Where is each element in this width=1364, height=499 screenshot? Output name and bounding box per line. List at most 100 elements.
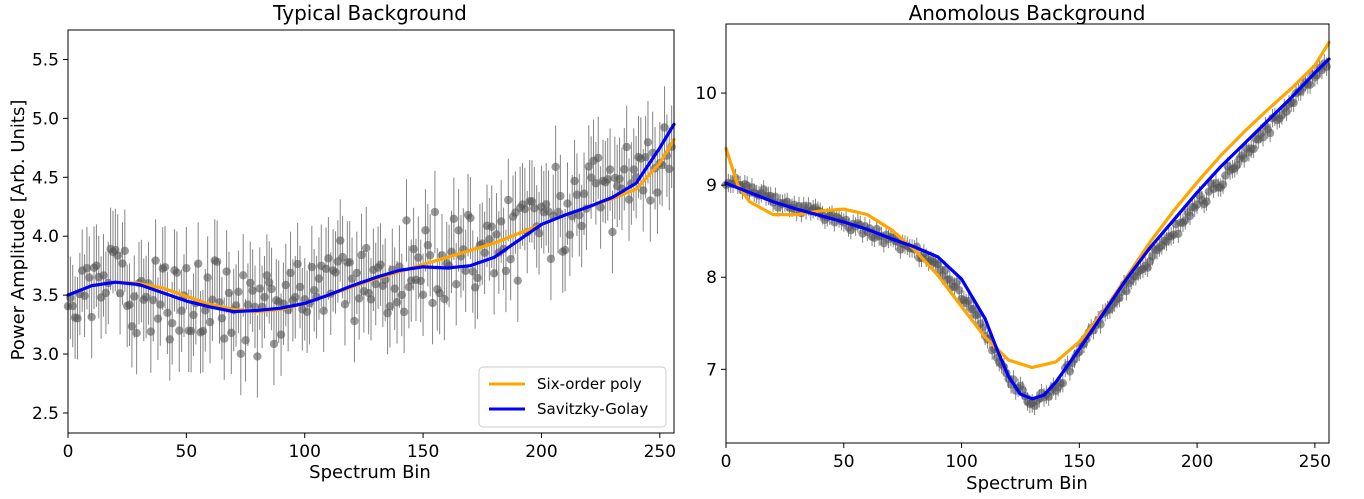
data-point (586, 173, 596, 182)
data-point (347, 274, 357, 283)
data-point (435, 288, 444, 298)
data-point (302, 307, 312, 316)
data-point (286, 268, 295, 278)
data-point (572, 190, 582, 199)
data-point (954, 286, 964, 295)
data-point (553, 207, 563, 217)
data-point (489, 269, 499, 278)
data-point (428, 298, 437, 308)
data-point (73, 314, 82, 323)
data-point (480, 248, 489, 258)
x-tick-label: 200 (525, 442, 557, 462)
data-point (85, 273, 94, 282)
data-point (354, 294, 364, 303)
data-point (492, 230, 501, 239)
data-point (605, 165, 615, 174)
data-point (177, 306, 186, 315)
data-point (376, 260, 385, 269)
series-line-savitzky-golay (724, 57, 1331, 401)
data-point (1218, 180, 1228, 189)
chart-title: Anomolous Background (909, 1, 1146, 25)
data-point (940, 265, 950, 275)
data-point (620, 165, 629, 174)
data-point (265, 278, 274, 287)
x-tick-label: 200 (1181, 452, 1213, 472)
data-point (584, 162, 593, 171)
data-point (608, 227, 617, 237)
data-point (309, 286, 319, 295)
y-axis-ticks: 2.5 3.0 3.5 4.0 4.5 5.0 5.5 (32, 50, 68, 424)
y-axis-ticks: 7 8 9 10 (695, 84, 726, 380)
data-point (945, 275, 954, 284)
data-point (1232, 161, 1242, 170)
data-point (234, 287, 243, 297)
data-point (591, 179, 601, 188)
data-point (186, 326, 196, 336)
data-point (82, 263, 92, 273)
data-point (293, 259, 302, 269)
data-point (399, 307, 409, 317)
data-point (520, 204, 530, 214)
chart-typical-background: Typical Background Power Amplitude [Arb.… (8, 1, 676, 483)
error-bars (67, 86, 673, 398)
data-point (127, 322, 137, 331)
y-tick-label: 4.0 (32, 227, 59, 247)
data-point (253, 352, 262, 361)
data-point (771, 192, 780, 202)
data-point (579, 189, 589, 198)
data-point (1282, 107, 1291, 116)
data-point (189, 310, 198, 320)
x-tick-label: 100 (945, 452, 977, 472)
data-point (577, 221, 586, 231)
y-tick-label: 3.5 (32, 286, 59, 306)
data-point (404, 282, 414, 292)
data-point (414, 253, 423, 262)
data-point (759, 185, 768, 194)
x-tick-label: 0 (721, 452, 732, 472)
plot-frame (725, 23, 1330, 444)
data-point (969, 304, 978, 314)
data-point (1258, 133, 1268, 142)
data-point (487, 222, 496, 231)
data-point (551, 162, 560, 172)
data-point (182, 264, 191, 273)
data-point (534, 229, 544, 238)
y-tick-label: 2.5 (32, 404, 59, 424)
data-point (336, 236, 345, 245)
data-point (217, 314, 227, 323)
data-point (132, 328, 141, 338)
data-point (485, 235, 494, 244)
data-point (470, 283, 480, 292)
data-point (248, 286, 257, 295)
data-point (201, 306, 210, 315)
x-tick-label: 0 (63, 442, 74, 462)
data-point (163, 308, 172, 318)
data-point (468, 267, 477, 276)
data-point (1265, 128, 1275, 138)
data-point (175, 326, 184, 335)
chart-anomolous-background: Anomolous Background Spectrum Bin 0 50 100… (695, 1, 1331, 494)
data-point (385, 302, 395, 311)
x-tick-label: 50 (176, 442, 198, 462)
data-point (603, 175, 612, 184)
data-point (1065, 367, 1075, 376)
x-axis-ticks: 0 50 100 150 200 250 (63, 433, 676, 462)
data-point (205, 317, 215, 327)
data-point (1202, 197, 1211, 206)
data-point (530, 204, 539, 213)
data-point (1305, 80, 1315, 89)
data-point (153, 314, 163, 323)
data-point (383, 308, 392, 318)
data-point (224, 288, 234, 298)
data-point (160, 262, 170, 272)
series-line-savitzky-golay (66, 122, 676, 314)
data-point (496, 217, 506, 226)
data-point (172, 268, 182, 277)
data-point (1122, 287, 1131, 296)
data-point (646, 196, 655, 205)
data-point (513, 276, 522, 285)
data-point (324, 254, 333, 263)
data-point (418, 290, 428, 300)
data-point (556, 191, 565, 201)
